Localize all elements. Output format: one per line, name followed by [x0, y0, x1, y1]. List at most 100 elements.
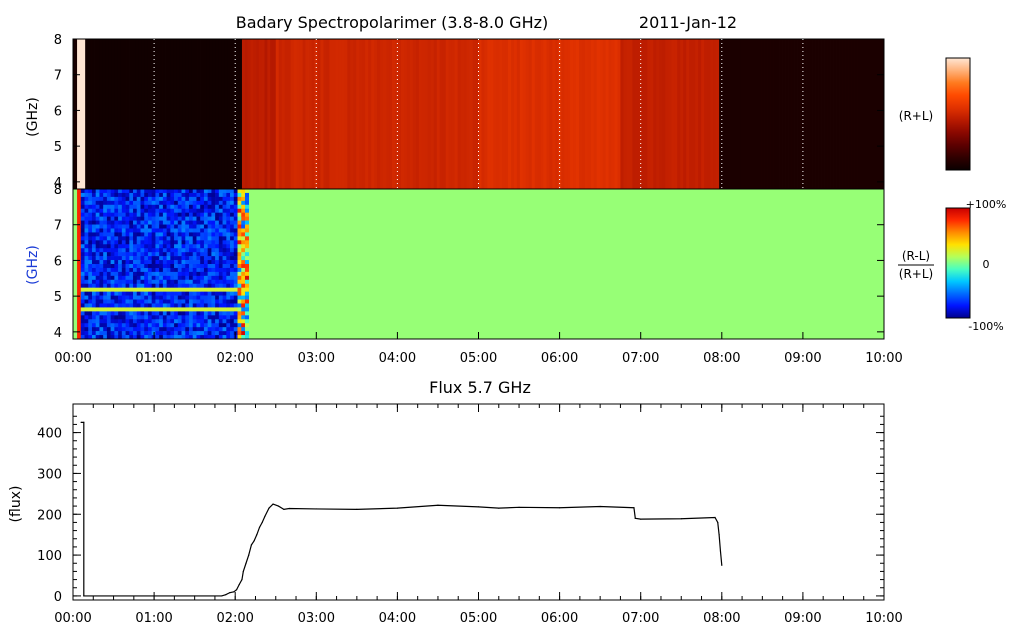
- polarization-heatmap-cell: [151, 240, 156, 245]
- polarization-heatmap-cell: [91, 291, 97, 296]
- polarization-heatmap-cell: [244, 248, 250, 253]
- polarization-heatmap-cell: [151, 291, 156, 296]
- intensity-heatmap-cell: [236, 39, 240, 189]
- polarization-heatmap-cell: [230, 260, 235, 265]
- polarization-heatmap-cell: [196, 204, 201, 210]
- polarization-heatmap-cell: [155, 220, 160, 225]
- polarization-heatmap-cell: [222, 267, 227, 273]
- polarization-heatmap-cell: [84, 248, 89, 253]
- intensity-heatmap-cell: [433, 39, 438, 189]
- polarization-heatmap-cell: [207, 256, 212, 261]
- polarization-heatmap-cell: [233, 252, 238, 257]
- polarization-heatmap-cell: [91, 224, 97, 229]
- polarization-heatmap-cell: [192, 189, 197, 194]
- intensity-heatmap-cell: [623, 39, 627, 189]
- polarization-heatmap-cell: [95, 311, 100, 316]
- flux-point: [718, 534, 720, 536]
- intensity-y-tick-label: 7: [54, 69, 62, 84]
- polarization-heatmap-cell: [121, 295, 126, 300]
- polarization-heatmap-cell: [159, 331, 164, 336]
- polarization-heatmap-cell: [215, 283, 220, 288]
- polarization-heatmap-cell: [226, 283, 231, 288]
- polarization-heatmap-cell: [244, 224, 250, 229]
- flux-point: [356, 508, 358, 510]
- polarization-heatmap-cell: [136, 240, 141, 245]
- polarization-heatmap-cell: [192, 287, 197, 292]
- polarization-heatmap-cell: [166, 287, 171, 292]
- polarization-heatmap-cell: [84, 228, 89, 233]
- polarization-heatmap-cell: [133, 264, 138, 269]
- polarization-heatmap-cell: [237, 204, 242, 210]
- polarization-heatmap-cell: [88, 212, 93, 217]
- polarization-heatmap-cell: [159, 236, 164, 241]
- polarization-heatmap-cell: [241, 275, 246, 281]
- polarization-heatmap-cell: [241, 256, 246, 261]
- polarization-heatmap-cell: [118, 189, 123, 194]
- polarization-heatmap-cell: [99, 236, 104, 241]
- polarization-heatmap-cell: [233, 244, 238, 249]
- intensity-heatmap-cell: [412, 39, 417, 189]
- polarization-heatmap-cell: [106, 200, 111, 206]
- polarization-heatmap-cell: [211, 224, 216, 229]
- polarization-heatmap-cell: [189, 315, 194, 320]
- polarization-heatmap-cell: [88, 275, 93, 281]
- polarization-heatmap-cell: [121, 204, 126, 210]
- polarization-heatmap-cell: [84, 271, 89, 277]
- polarization-heatmap-cell: [84, 252, 89, 257]
- polarization-heatmap-cell: [103, 232, 108, 237]
- polarization-heatmap-cell: [177, 200, 182, 206]
- polarization-heatmap-cell: [233, 240, 238, 245]
- polarization-heatmap-cell: [84, 307, 89, 312]
- polarization-heatmap-cell: [230, 315, 235, 320]
- polarization-heatmap-cell: [162, 240, 167, 245]
- polarization-heatmap-cell: [140, 315, 145, 320]
- polarization-heatmap-cell: [95, 283, 100, 288]
- polarization-heatmap-cell: [95, 271, 100, 277]
- polarization-heatmap-cell: [203, 224, 208, 229]
- polarization-heatmap-cell: [218, 196, 223, 202]
- polarization-heatmap-cell: [215, 196, 220, 202]
- polarization-heatmap-cell: [177, 220, 182, 225]
- polarization-heatmap-cell: [114, 295, 119, 300]
- polarization-heatmap-cell: [151, 271, 156, 277]
- polarization-heatmap-cell: [136, 275, 141, 281]
- polarization-heatmap-cell: [233, 319, 238, 324]
- polarization-heatmap-cell: [162, 303, 167, 308]
- intensity-heatmap-cell: [587, 39, 592, 189]
- polarization-heatmap-cell: [159, 220, 164, 225]
- polarization-heatmap-cell: [159, 311, 164, 316]
- intensity-heatmap-cell: [350, 39, 354, 189]
- polarization-heatmap-cell: [95, 208, 100, 213]
- polarization-heatmap-cell: [196, 256, 201, 261]
- polarization-heatmap-cell: [241, 200, 246, 206]
- polarization-heatmap-cell: [129, 232, 134, 237]
- polarization-heatmap-cell: [155, 204, 160, 210]
- polarization-heatmap-cell: [77, 279, 82, 285]
- polarization-heatmap-cell: [244, 240, 250, 245]
- polarization-heatmap-cell: [140, 248, 145, 253]
- polarization-heatmap-cell: [95, 189, 100, 194]
- polarization-heatmap-cell: [121, 303, 126, 308]
- polarization-heatmap-cell: [218, 283, 223, 288]
- polarization-heatmap-cell: [136, 283, 141, 288]
- flux-y-tick-label: 300: [37, 467, 62, 482]
- polarization-heatmap-cell: [159, 260, 164, 265]
- polarization-heatmap-cell: [88, 279, 93, 285]
- intensity-heatmap-cell: [839, 39, 843, 189]
- polarization-heatmap-cell: [200, 216, 205, 221]
- polarization-heatmap-cell: [241, 295, 246, 300]
- polarization-heatmap-cell: [189, 335, 194, 340]
- polarization-heatmap-cell: [136, 271, 141, 277]
- polarization-heatmap-cell: [230, 311, 235, 316]
- polarization-heatmap-cell: [185, 283, 190, 288]
- polarization-heatmap-cell: [241, 236, 246, 241]
- polarization-heatmap-cell: [147, 283, 152, 288]
- polarization-heatmap-cell: [185, 299, 190, 304]
- polarization-heatmap-cell: [129, 283, 134, 288]
- polarization-heatmap-cell: [237, 307, 242, 312]
- intensity-heatmap-cell: [117, 39, 122, 189]
- intensity-heatmap-cell: [472, 39, 476, 189]
- polarization-heatmap-cell: [162, 236, 167, 241]
- polarization-heatmap-cell: [200, 319, 205, 324]
- polarization-heatmap-cell: [91, 189, 97, 194]
